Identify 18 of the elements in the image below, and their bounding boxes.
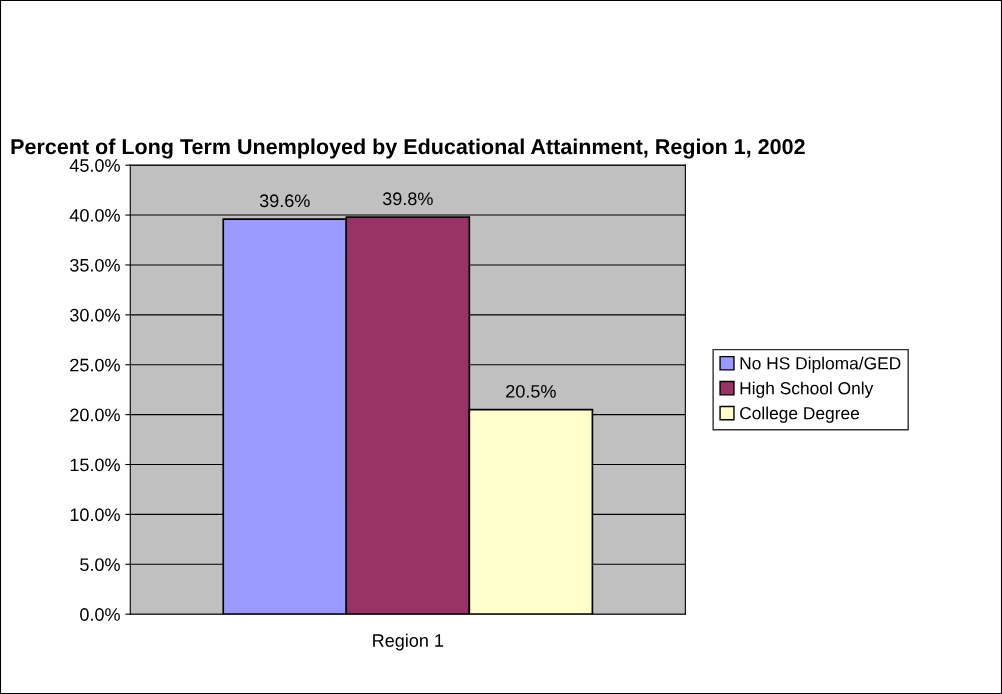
chart-title: Percent of Long Term Unemployed by Educational Attainment, Region 1, 2002 (11, 138, 805, 159)
y-tick-label: 15.0% (70, 458, 120, 472)
data-label: 39.6% (259, 194, 310, 208)
legend-label: No HS Diploma/GED (740, 356, 901, 373)
y-tick-label: 35.0% (70, 258, 120, 272)
y-tick-label: 45.0% (69, 159, 120, 172)
y-tick-label: 0.0% (80, 608, 120, 621)
data-label: 20.5% (506, 384, 556, 398)
data-label: 39.8% (382, 192, 433, 206)
legend-label: High School Only (740, 381, 874, 398)
y-tick-label: 5.0% (80, 558, 120, 572)
y-tick-label: 40.0% (69, 209, 120, 222)
y-tick-label: 10.0% (70, 508, 120, 522)
y-tick-label: 30.0% (70, 308, 120, 322)
legend-label: College Degree (740, 406, 860, 423)
x-tick-label: Region 1 (373, 633, 444, 651)
y-tick-label: 25.0% (70, 358, 120, 372)
y-tick-label: 20.0% (70, 408, 120, 422)
